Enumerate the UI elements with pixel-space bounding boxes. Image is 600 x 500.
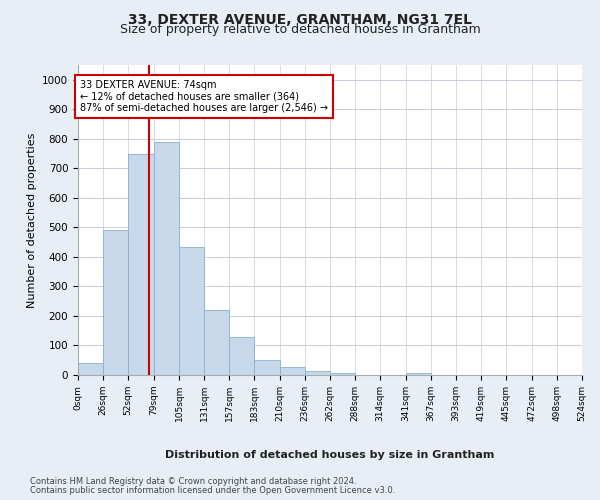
Bar [179, 246, 204, 375]
Text: Distribution of detached houses by size in Grantham: Distribution of detached houses by size … [166, 450, 494, 460]
Bar [204, 310, 229, 375]
Bar [254, 360, 280, 375]
Text: 33, DEXTER AVENUE, GRANTHAM, NG31 7EL: 33, DEXTER AVENUE, GRANTHAM, NG31 7EL [128, 12, 472, 26]
Text: Contains HM Land Registry data © Crown copyright and database right 2024.: Contains HM Land Registry data © Crown c… [30, 478, 356, 486]
Bar [280, 366, 305, 375]
Y-axis label: Number of detached properties: Number of detached properties [26, 132, 37, 308]
Bar [406, 373, 431, 375]
Bar [128, 154, 154, 375]
Text: Size of property relative to detached houses in Grantham: Size of property relative to detached ho… [119, 22, 481, 36]
Bar [78, 362, 103, 375]
Text: Contains public sector information licensed under the Open Government Licence v3: Contains public sector information licen… [30, 486, 395, 495]
Bar [103, 230, 128, 375]
Bar [305, 371, 330, 375]
Text: 33 DEXTER AVENUE: 74sqm
← 12% of detached houses are smaller (364)
87% of semi-d: 33 DEXTER AVENUE: 74sqm ← 12% of detache… [80, 80, 328, 113]
Bar [154, 142, 179, 375]
Bar [229, 336, 254, 375]
Bar [330, 373, 355, 375]
